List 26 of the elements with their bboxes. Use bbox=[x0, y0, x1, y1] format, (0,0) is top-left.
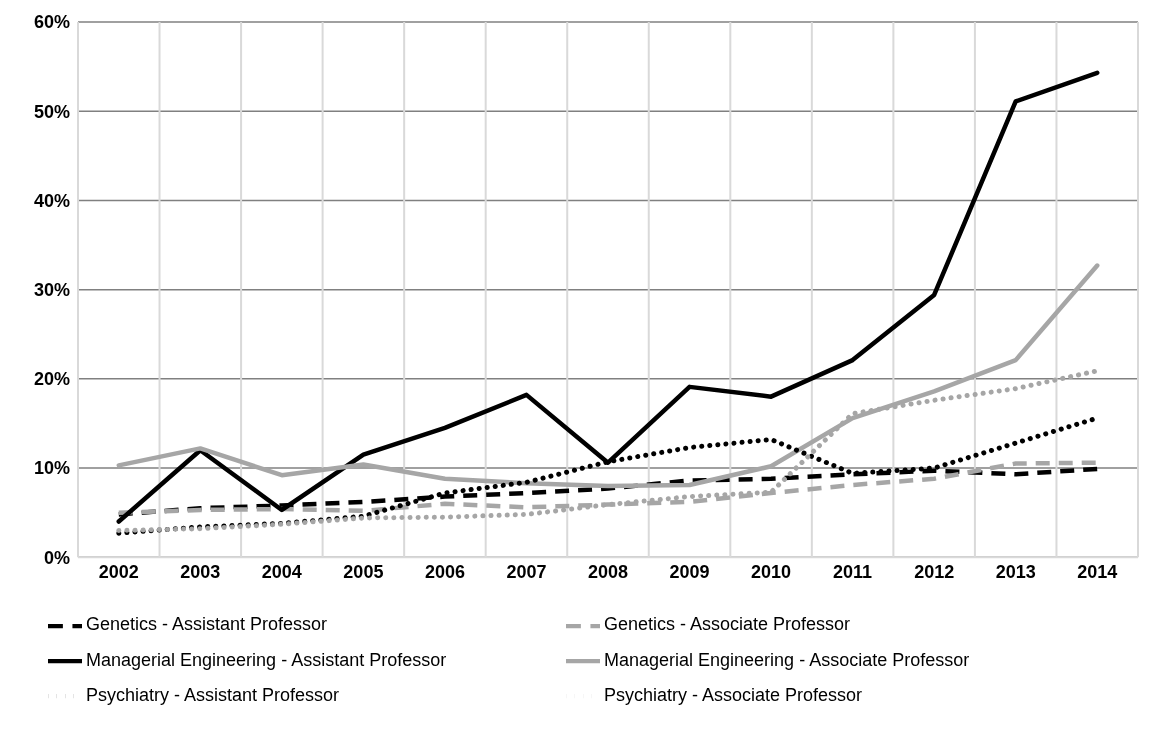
x-tick-label: 2006 bbox=[424, 562, 465, 583]
legend-label: Psychiatry - Associate Professor bbox=[604, 683, 864, 707]
x-tick-label: 2007 bbox=[506, 562, 547, 583]
x-tick-label: 2009 bbox=[669, 562, 710, 583]
y-tick-label: 0% bbox=[43, 547, 70, 568]
y-tick-label: 60% bbox=[33, 12, 70, 33]
x-tick-label: 2013 bbox=[995, 562, 1036, 583]
legend-label: Genetics - Associate Professor bbox=[604, 613, 852, 637]
x-tick-label: 2004 bbox=[261, 562, 302, 583]
x-tick-label: 2005 bbox=[343, 562, 384, 583]
x-tick-label: 2008 bbox=[587, 562, 629, 583]
legend-label: Psychiatry - Assistant Professor bbox=[86, 683, 341, 707]
x-tick-label: 2012 bbox=[914, 562, 955, 583]
y-tick-label: 50% bbox=[33, 101, 70, 122]
y-tick-label: 40% bbox=[33, 190, 70, 211]
y-tick-label: 10% bbox=[33, 458, 70, 479]
legend-label: Managerial Engineering - Associate Professor bbox=[604, 648, 971, 672]
legend-label: Genetics - Assistant Professor bbox=[86, 613, 329, 637]
x-tick-label: 2002 bbox=[98, 562, 139, 583]
y-tick-label: 20% bbox=[33, 369, 70, 390]
x-tick-label: 2003 bbox=[180, 562, 221, 583]
x-tick-label: 2011 bbox=[833, 562, 873, 583]
legend-label: Managerial Engineering - Assistant Professor bbox=[86, 648, 448, 672]
y-tick-label: 30% bbox=[33, 280, 70, 301]
x-tick-label: 2010 bbox=[751, 562, 792, 583]
x-tick-label: 2014 bbox=[1077, 562, 1118, 583]
